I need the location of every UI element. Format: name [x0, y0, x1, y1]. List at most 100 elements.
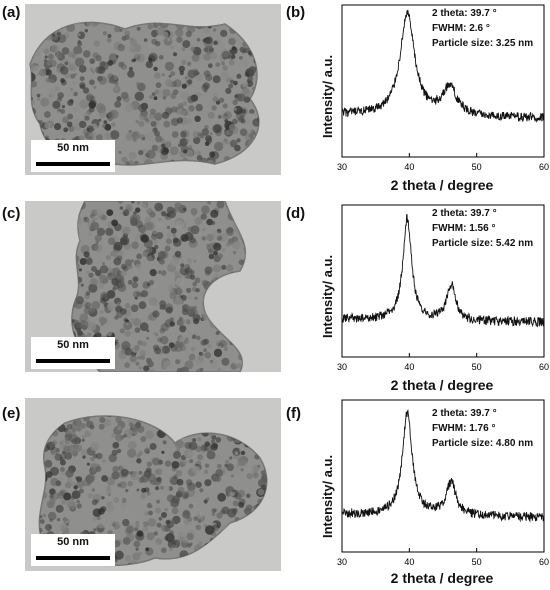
nanoparticle — [172, 89, 179, 95]
nanoparticle — [249, 109, 255, 115]
nanoparticle — [152, 310, 160, 318]
nanoparticle — [122, 518, 130, 527]
nanoparticle — [204, 352, 212, 359]
nanoparticle — [65, 481, 72, 489]
nanoparticle — [115, 416, 122, 423]
nanoparticle — [120, 468, 129, 477]
nanoparticle — [96, 516, 101, 521]
nanoparticle — [195, 481, 202, 488]
x-tick-label: 40 — [404, 162, 414, 172]
nanoparticle — [176, 478, 184, 486]
nanoparticle — [85, 302, 92, 309]
nanoparticle — [63, 492, 72, 501]
nanoparticle — [216, 512, 223, 519]
nanoparticle — [212, 96, 219, 102]
nanoparticle — [138, 366, 142, 370]
nanoparticle — [160, 143, 166, 149]
nanoparticle — [79, 258, 87, 265]
nanoparticle — [238, 501, 245, 508]
nanoparticle — [94, 234, 102, 242]
nanoparticle — [83, 216, 88, 221]
nanoparticle — [106, 485, 111, 490]
nanoparticle — [95, 466, 102, 473]
nanoparticle — [185, 139, 189, 143]
nanoparticle — [45, 78, 51, 83]
nanoparticle — [106, 476, 116, 486]
nanoparticle — [73, 45, 83, 55]
nanoparticle — [50, 44, 60, 54]
nanoparticle — [211, 265, 217, 271]
nanoparticle — [112, 287, 116, 291]
nanoparticle — [180, 131, 187, 138]
nanoparticle — [168, 342, 175, 348]
x-tick-label: 30 — [337, 162, 347, 172]
nanoparticle — [69, 87, 74, 92]
nanoparticle — [207, 437, 211, 441]
nanoparticle — [56, 31, 62, 37]
nanoparticle — [64, 433, 72, 441]
nanoparticle — [146, 255, 153, 263]
nanoparticle — [102, 124, 106, 128]
xrd-annotation-f: 2 theta: 39.7 ° FWHM: 1.76 ° Particle si… — [432, 406, 533, 451]
nanoparticle — [175, 470, 183, 477]
nanoparticle — [95, 241, 99, 245]
nanoparticle — [221, 264, 227, 270]
nanoparticle — [136, 530, 144, 537]
nanoparticle — [166, 232, 171, 238]
nanoparticle — [172, 237, 179, 243]
nanoparticle — [175, 287, 183, 296]
nanoparticle — [187, 95, 195, 104]
nanoparticle — [182, 510, 191, 519]
nanoparticle — [71, 319, 79, 327]
nanoparticle — [113, 540, 121, 548]
nanoparticle — [240, 450, 246, 456]
nanoparticle — [240, 468, 244, 472]
nanoparticle — [57, 108, 61, 112]
nanoparticle — [55, 480, 62, 487]
nanoparticle — [200, 444, 208, 452]
panel-label-c: (c) — [2, 205, 21, 222]
nanoparticle — [122, 265, 129, 272]
nanoparticle — [203, 348, 208, 353]
nanoparticle — [250, 129, 256, 135]
nanoparticle — [82, 87, 90, 94]
nanoparticle — [118, 350, 128, 360]
nanoparticle — [193, 318, 200, 325]
nanoparticle — [174, 202, 182, 210]
nanoparticle — [89, 131, 97, 139]
nanoparticle — [213, 264, 221, 273]
nanoparticle — [168, 108, 173, 114]
nanoparticle — [188, 105, 195, 112]
nanoparticle — [167, 540, 176, 549]
nanoparticle — [135, 421, 142, 427]
nanoparticle — [79, 81, 86, 89]
nanoparticle — [39, 527, 43, 533]
nanoparticle — [168, 74, 172, 78]
nanoparticle — [141, 525, 149, 533]
nanoparticle — [221, 357, 230, 366]
nanoparticle — [107, 34, 112, 38]
nanoparticle — [138, 149, 144, 156]
nanoparticle — [193, 136, 201, 145]
nanoparticle — [203, 53, 211, 61]
nanoparticle — [213, 242, 222, 251]
nanoparticle — [151, 144, 158, 152]
nanoparticle — [215, 527, 219, 531]
nanoparticle — [201, 205, 210, 214]
nanoparticle — [233, 80, 238, 86]
nanoparticle — [210, 439, 216, 444]
nanoparticle — [61, 105, 65, 109]
nanoparticle — [127, 440, 137, 450]
nanoparticle — [197, 519, 202, 523]
nanoparticle — [129, 38, 137, 46]
nanoparticle — [187, 69, 197, 79]
nanoparticle — [92, 453, 98, 459]
nanoparticle — [156, 522, 162, 528]
nanoparticle — [85, 474, 94, 484]
nanoparticle — [94, 244, 103, 253]
nanoparticle — [125, 322, 130, 326]
nanoparticle — [130, 259, 135, 263]
nanoparticle — [124, 554, 132, 562]
nanoparticle — [39, 519, 45, 524]
nanoparticle — [72, 435, 80, 444]
